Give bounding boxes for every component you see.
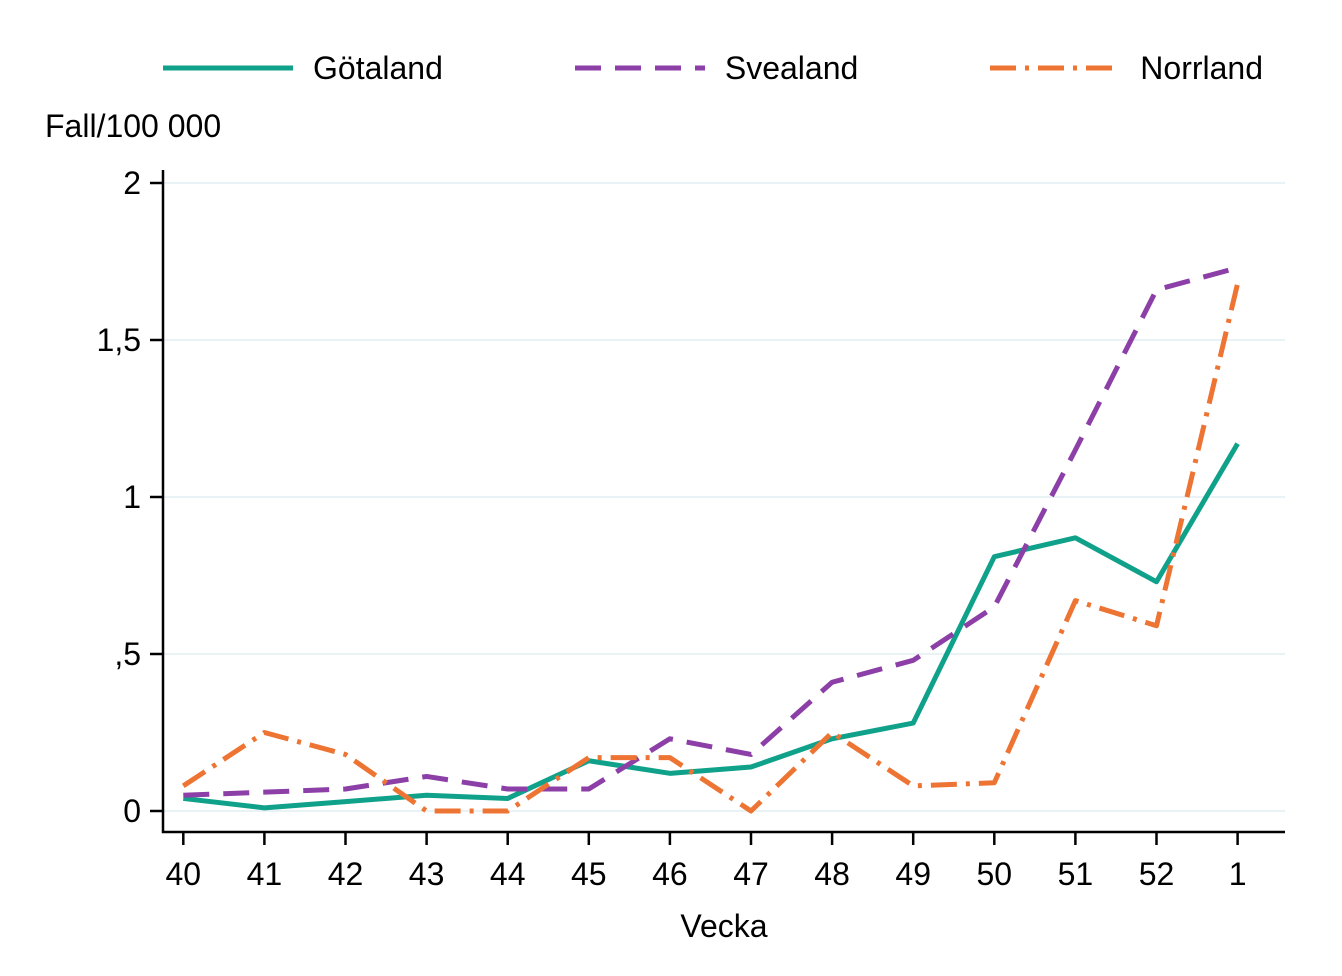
chart-legend: Götaland Svealand Norrland [163,46,1263,90]
x-tick-label: 41 [247,856,283,892]
y-tick-label: 0 [123,793,141,829]
x-tick-label: 47 [733,856,769,892]
y-tick-label: 1,5 [97,322,141,358]
x-tick-label: 45 [571,856,607,892]
dash-dot-line-sample-icon [990,65,1121,71]
y-tick-label: 2 [123,165,141,201]
axis-lines [161,170,1285,834]
legend-item-svealand: Svealand [574,50,859,86]
x-tick-label: 48 [814,856,850,892]
x-tick-label: 52 [1139,856,1175,892]
x-tick-label: 51 [1058,856,1094,892]
x-tick-label: 42 [328,856,364,892]
legend-item-norrland: Norrland [990,52,1263,84]
x-tick-label: 50 [977,856,1013,892]
x-axis-title: Vecka [680,908,768,944]
legend-label-svealand: Svealand [724,50,859,86]
solid-line-sample-icon [163,65,293,71]
legend-label-gotaland: Götaland [313,50,443,86]
y-tick-label: ,5 [114,636,141,672]
x-tick-label: 40 [166,856,202,892]
y-tick-label: 1 [123,479,141,515]
x-tick-label: 1 [1229,856,1247,892]
series-line-svealand [183,265,1239,798]
legend-label-norrland: Norrland [1140,50,1263,86]
y-axis-title: Fall/100 000 [45,108,222,144]
dashed-line-sample-icon [574,65,705,71]
x-tick-label: 44 [490,856,526,892]
series-line-g-taland [183,442,1240,811]
series-line-norrland [181,282,1241,814]
x-tick-label: 49 [895,856,931,892]
x-tick-label: 46 [652,856,688,892]
x-tick-label: 43 [409,856,445,892]
legend-item-gotaland: Götaland [163,52,443,84]
